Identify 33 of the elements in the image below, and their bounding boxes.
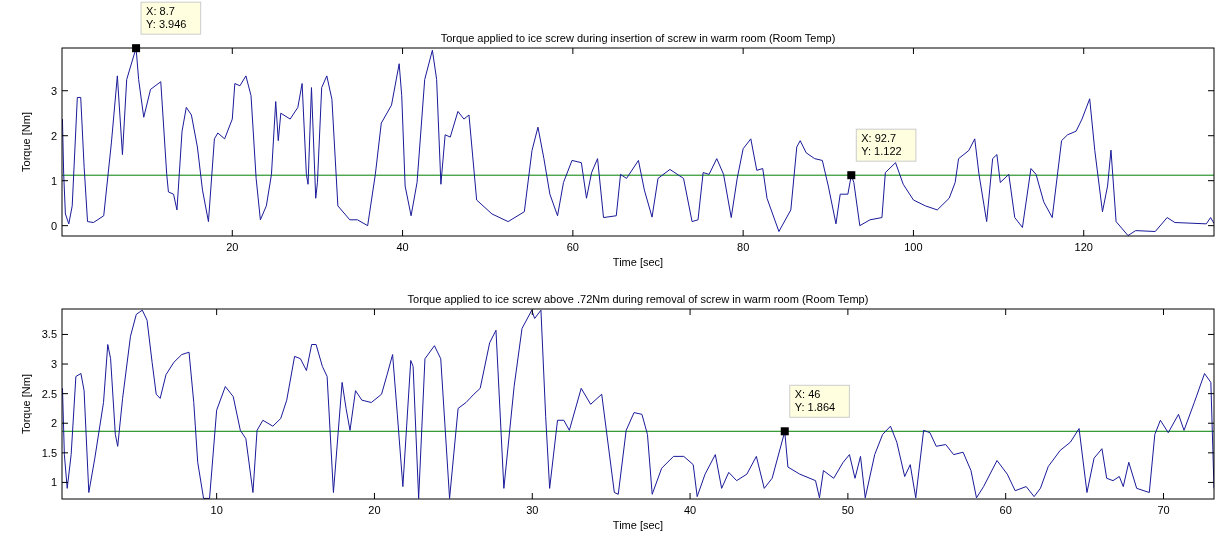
x-tick-label: 120 bbox=[1074, 241, 1093, 253]
y-axis-title: Torque [Nm] bbox=[20, 374, 32, 434]
x-tick-label: 100 bbox=[904, 241, 923, 253]
x-tick-label: 10 bbox=[210, 504, 223, 516]
x-axis-title: Time [sec] bbox=[612, 519, 664, 531]
y-tick-label: 1 bbox=[50, 476, 57, 489]
chart-title: Torque applied to ice screw during insertion of screw in warm room (Room Temp) bbox=[440, 32, 836, 44]
x-axis-title: Time [sec] bbox=[612, 256, 664, 268]
annotation: X: 92.7 Y: 1.122 bbox=[861, 132, 902, 158]
x-tick-label: 80 bbox=[737, 241, 750, 253]
x-tick-label: 50 bbox=[841, 504, 855, 516]
x-tick-label: 70 bbox=[1157, 504, 1170, 516]
y-tick-label: 3 bbox=[50, 84, 57, 97]
y-tick-label: 2 bbox=[50, 129, 57, 142]
y-tick-label: 1 bbox=[50, 174, 57, 187]
x-tick-label: 60 bbox=[999, 504, 1012, 516]
y-tick-label: 2 bbox=[50, 417, 57, 430]
line-series bbox=[62, 309, 1214, 499]
y-tick-label: 1.5 bbox=[41, 446, 57, 459]
x-tick-label: 40 bbox=[396, 241, 409, 253]
x-tick-label: 30 bbox=[526, 504, 539, 516]
y-axis-title: Torque [Nm] bbox=[20, 112, 32, 172]
chart-title: Torque applied to ice screw above .72Nm during removal of screw in warm room (Room Temp) bbox=[407, 293, 869, 305]
y-tick-label: 2.5 bbox=[41, 387, 57, 400]
y-tick-label: 0 bbox=[50, 219, 57, 232]
x-tick-label: 60 bbox=[566, 241, 579, 253]
x-tick-label: 40 bbox=[683, 504, 697, 516]
y-tick-label: 3 bbox=[50, 358, 57, 371]
y-tick-label: 3.5 bbox=[41, 328, 57, 341]
annotation: X: 46 Y: 1.864 bbox=[794, 388, 836, 414]
annotation: X: 8.7 Y: 3.946 bbox=[146, 5, 187, 31]
x-tick-label: 20 bbox=[368, 504, 381, 516]
x-tick-label: 20 bbox=[226, 241, 239, 253]
